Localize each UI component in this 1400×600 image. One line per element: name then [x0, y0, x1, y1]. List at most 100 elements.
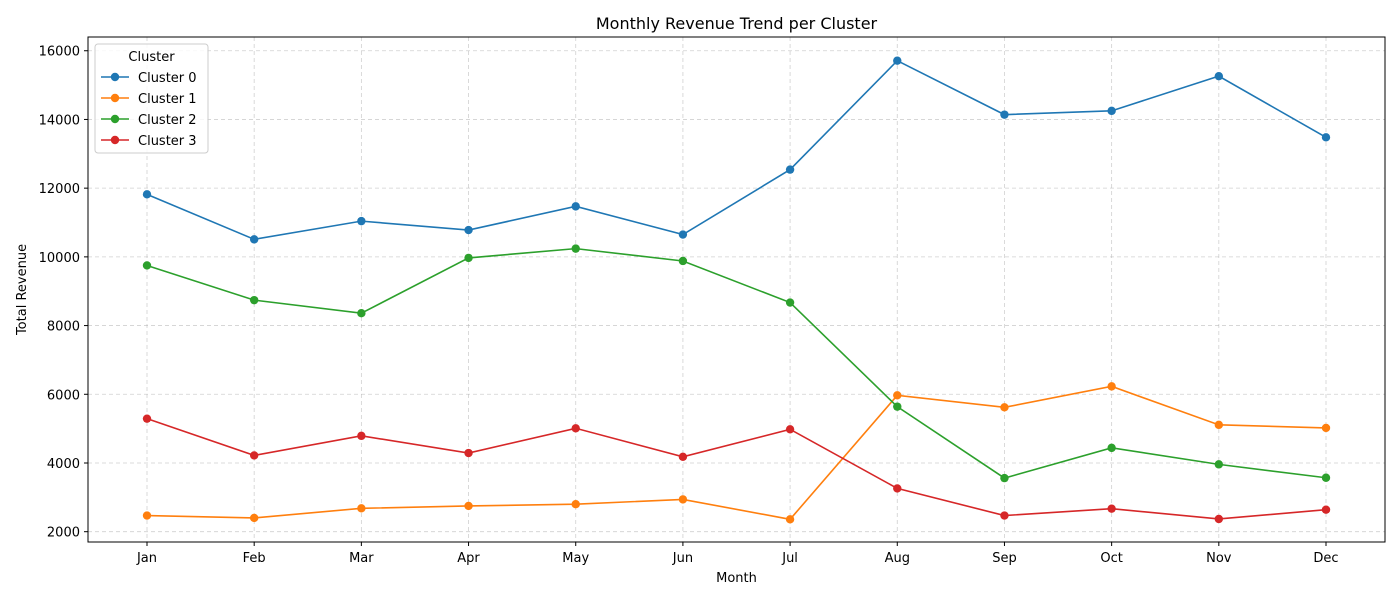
- y-tick-label: 16000: [39, 45, 80, 60]
- legend-item: Cluster 2: [101, 113, 197, 128]
- series-cluster-0: [142, 56, 1331, 244]
- series-layer: [142, 56, 1331, 524]
- x-tick-label: Nov: [1206, 551, 1232, 566]
- data-point: [1321, 423, 1331, 433]
- data-point: [464, 501, 473, 511]
- data-point: [1000, 403, 1009, 412]
- x-tick-label: May: [562, 551, 589, 566]
- data-point: [142, 261, 152, 270]
- data-point: [1214, 420, 1224, 430]
- legend-swatch-marker: [110, 135, 120, 145]
- data-point: [785, 165, 795, 174]
- legend-label: Cluster 2: [138, 113, 197, 128]
- x-tick-label: Aug: [885, 551, 910, 566]
- legend-label: Cluster 1: [138, 92, 197, 107]
- data-point: [142, 190, 152, 199]
- legend-box: [94, 43, 209, 154]
- x-tick-label: Oct: [1100, 551, 1122, 566]
- data-point: [571, 244, 580, 253]
- series-line: [146, 247, 1327, 479]
- x-tick-label: Dec: [1313, 551, 1338, 566]
- legend-item: Cluster 0: [101, 71, 197, 86]
- data-point: [678, 230, 688, 239]
- data-point: [249, 295, 259, 305]
- data-point: [1214, 71, 1224, 81]
- y-tick-label: 8000: [47, 320, 80, 335]
- x-tick-label: Feb: [243, 551, 266, 566]
- data-point: [1000, 473, 1009, 483]
- y-tick-label: 10000: [39, 251, 80, 266]
- y-axis-label: Total Revenue: [15, 244, 30, 336]
- data-point: [464, 448, 473, 458]
- legend-label: Cluster 0: [138, 71, 197, 86]
- legend-items: Cluster 0 Cluster 1 Cluster 2 Cluster 3: [101, 71, 197, 149]
- data-point: [142, 511, 152, 520]
- series-line: [146, 417, 1327, 520]
- data-point: [249, 451, 259, 460]
- data-point: [464, 253, 473, 263]
- data-point: [1214, 460, 1224, 469]
- y-tick-label: 12000: [39, 182, 80, 197]
- data-point: [571, 424, 580, 433]
- data-point: [785, 298, 795, 307]
- y-tick-label: 14000: [39, 113, 80, 128]
- data-point: [1107, 382, 1116, 391]
- series-cluster-3: [142, 414, 1331, 524]
- data-point: [142, 414, 152, 423]
- data-point: [678, 452, 688, 462]
- data-point: [571, 500, 580, 509]
- data-point: [357, 504, 366, 513]
- x-tick-label: Jul: [781, 551, 798, 566]
- data-point: [678, 256, 688, 266]
- x-tick-label: Sep: [992, 551, 1017, 566]
- series-cluster-1: [142, 382, 1331, 524]
- data-point: [357, 431, 366, 441]
- legend-item: Cluster 3: [101, 134, 197, 149]
- data-point: [464, 225, 473, 235]
- data-point: [249, 513, 259, 523]
- x-tick-label: Jun: [672, 551, 693, 566]
- data-point: [571, 202, 580, 211]
- legend-swatch-marker: [110, 114, 120, 124]
- data-point: [678, 495, 688, 504]
- grid-lines: [88, 37, 1385, 542]
- data-point: [1000, 511, 1009, 520]
- legend-item: Cluster 1: [101, 92, 197, 107]
- legend-swatch-marker: [110, 93, 120, 103]
- data-point: [893, 391, 902, 400]
- x-tick-label: Mar: [349, 551, 374, 566]
- y-tick-label: 4000: [47, 457, 80, 472]
- x-axis-label: Month: [716, 571, 757, 586]
- data-point: [785, 425, 795, 434]
- data-point: [357, 216, 366, 226]
- axis-ticks: Jan Feb Mar Apr May Jun Jul Aug Sep Oct Nov Dec 2000…: [39, 45, 1339, 566]
- x-tick-label: Apr: [457, 551, 480, 566]
- data-point: [893, 484, 902, 493]
- legend-label: Cluster 3: [138, 134, 197, 149]
- series-line: [146, 59, 1327, 241]
- x-tick-label: Jan: [136, 551, 157, 566]
- data-point: [1321, 133, 1331, 142]
- data-point: [1107, 106, 1116, 116]
- data-point: [1000, 110, 1009, 119]
- legend-swatch-marker: [110, 72, 120, 82]
- legend-title: Cluster: [128, 50, 175, 65]
- data-point: [893, 402, 902, 411]
- data-point: [1321, 473, 1331, 482]
- series-line: [146, 385, 1327, 521]
- y-tick-label: 6000: [47, 388, 80, 403]
- data-point: [249, 235, 259, 244]
- data-point: [893, 56, 902, 65]
- series-cluster-2: [142, 244, 1331, 483]
- data-point: [357, 309, 366, 318]
- data-point: [1214, 514, 1224, 524]
- data-point: [1321, 505, 1331, 514]
- chart-title: Monthly Revenue Trend per Cluster: [596, 14, 878, 33]
- plot-area-frame: [87, 36, 1386, 543]
- y-tick-label: 2000: [47, 526, 80, 541]
- data-point: [1107, 443, 1116, 453]
- data-point: [785, 515, 795, 524]
- data-point: [1107, 504, 1116, 513]
